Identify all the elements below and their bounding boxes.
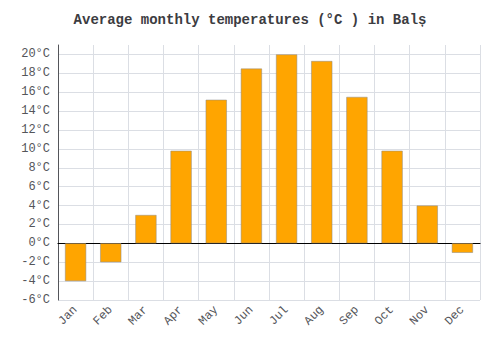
svg-text:May: May — [196, 303, 221, 328]
svg-text:Aug: Aug — [302, 303, 327, 328]
svg-text:Jan: Jan — [55, 303, 80, 328]
svg-text:Mar: Mar — [126, 303, 151, 328]
svg-text:10°C: 10°C — [21, 142, 50, 156]
svg-text:Jun: Jun — [231, 303, 256, 328]
svg-text:Nov: Nov — [407, 303, 432, 328]
svg-text:8°C: 8°C — [28, 161, 50, 175]
svg-text:Oct: Oct — [372, 303, 397, 328]
svg-text:-2°C: -2°C — [21, 255, 50, 269]
svg-text:4°C: 4°C — [28, 199, 50, 213]
svg-text:Dec: Dec — [442, 303, 467, 328]
svg-text:-6°C: -6°C — [21, 293, 50, 307]
svg-text:16°C: 16°C — [21, 85, 50, 99]
svg-text:6°C: 6°C — [28, 180, 50, 194]
svg-text:20°C: 20°C — [21, 47, 50, 61]
svg-text:12°C: 12°C — [21, 123, 50, 137]
svg-text:2°C: 2°C — [28, 217, 50, 231]
svg-text:0°C: 0°C — [28, 236, 50, 250]
svg-text:Sep: Sep — [337, 303, 362, 328]
svg-text:Average monthly temperatures (: Average monthly temperatures (°C ) in Ba… — [74, 12, 427, 28]
svg-text:Jul: Jul — [266, 303, 291, 328]
svg-text:Feb: Feb — [91, 303, 116, 328]
svg-text:-4°C: -4°C — [21, 274, 50, 288]
svg-text:18°C: 18°C — [21, 66, 50, 80]
svg-text:14°C: 14°C — [21, 104, 50, 118]
svg-text:Apr: Apr — [161, 303, 186, 328]
